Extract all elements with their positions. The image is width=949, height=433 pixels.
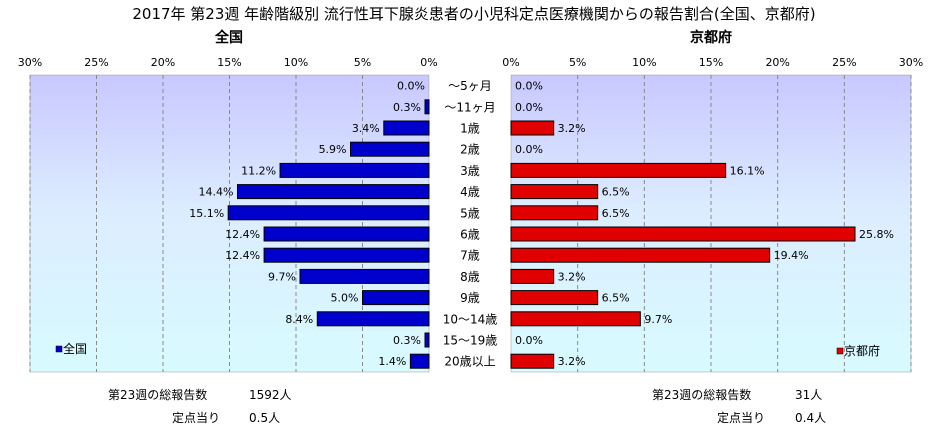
data-label-national: 9.7% — [268, 270, 296, 283]
bar-kyoto — [510, 226, 856, 242]
data-label-kyoto: 0.0% — [515, 334, 543, 347]
data-label-national: 0.3% — [393, 334, 421, 347]
data-label-national: 14.4% — [199, 186, 234, 199]
national-total-label: 第23週の総報告数 — [108, 388, 208, 402]
national-per-value: 0.5人 — [249, 411, 281, 425]
x-tick-label: 10% — [632, 56, 656, 69]
category-label: 15～19歳 — [443, 334, 498, 348]
data-label-national: 8.4% — [285, 313, 313, 326]
bar-national — [316, 311, 430, 327]
data-label-kyoto: 16.1% — [730, 164, 765, 177]
category-label: 5歳 — [460, 206, 480, 220]
category-label: 4歳 — [460, 185, 480, 199]
bar-national — [299, 268, 430, 284]
data-label-national: 5.9% — [319, 143, 347, 156]
legend-swatch-national — [55, 345, 63, 353]
data-label-national: 12.4% — [225, 249, 260, 262]
data-label-kyoto: 3.2% — [558, 355, 586, 368]
data-label-kyoto: 19.4% — [774, 249, 809, 262]
category-label: 6歳 — [460, 228, 480, 242]
x-tick-label: 15% — [699, 56, 723, 69]
category-label: 20歳以上 — [444, 355, 495, 369]
legend-label-kyoto: 京都府 — [844, 343, 880, 358]
data-label-kyoto: 9.7% — [644, 313, 672, 326]
data-label-national: 1.4% — [378, 355, 406, 368]
bar-national — [409, 353, 430, 369]
bar-national — [362, 290, 430, 306]
data-label-national: 0.0% — [397, 80, 425, 93]
x-tick-label: 0% — [420, 56, 437, 69]
bar-kyoto — [510, 247, 771, 263]
kyoto-per-label: 定点当り — [717, 411, 766, 425]
kyoto-per-value: 0.4人 — [795, 411, 827, 425]
national-per-label: 定点当り — [172, 411, 221, 425]
x-tick-label: 5% — [354, 56, 371, 69]
bar-national — [350, 141, 430, 157]
category-label: 8歳 — [460, 270, 480, 284]
x-tick-label: 25% — [84, 56, 108, 69]
data-label-kyoto: 25.8% — [859, 228, 894, 241]
x-tick-label: 25% — [832, 56, 856, 69]
bar-national — [236, 184, 430, 200]
bar-national — [227, 205, 430, 221]
bar-national — [263, 226, 430, 242]
bar-kyoto — [510, 311, 641, 327]
data-label-national: 3.4% — [352, 122, 380, 135]
data-label-kyoto: 0.0% — [515, 143, 543, 156]
category-label: 7歳 — [460, 249, 480, 263]
bar-kyoto — [510, 162, 727, 178]
legend-label-national: 全国 — [63, 341, 87, 356]
bar-national — [424, 99, 430, 115]
bar-national — [263, 247, 430, 263]
data-label-national: 15.1% — [189, 207, 224, 220]
data-label-national: 0.3% — [393, 101, 421, 114]
category-label: 9歳 — [460, 291, 480, 305]
category-label: 2歳 — [460, 143, 480, 157]
data-label-national: 11.2% — [241, 164, 276, 177]
bar-national — [279, 162, 430, 178]
bar-kyoto — [510, 268, 555, 284]
data-label-kyoto: 6.5% — [602, 292, 630, 305]
x-tick-label: 30% — [899, 56, 923, 69]
category-label: ～5ヶ月 — [448, 79, 492, 93]
kyoto-total-label: 第23週の総報告数 — [652, 388, 752, 402]
category-label: 3歳 — [460, 164, 480, 178]
data-label-national: 5.0% — [331, 292, 359, 305]
bar-kyoto — [510, 205, 599, 221]
bar-kyoto — [510, 184, 599, 200]
kyoto-total-value: 31人 — [795, 388, 823, 402]
bar-national — [383, 120, 430, 136]
data-label-kyoto: 3.2% — [558, 122, 586, 135]
category-label: ～11ヶ月 — [444, 100, 495, 114]
bar-national — [424, 332, 430, 348]
data-label-kyoto: 3.2% — [558, 270, 586, 283]
data-label-kyoto: 6.5% — [602, 186, 630, 199]
chart-title: 2017年 第23週 年齢階級別 流行性耳下腺炎患者の小児科定点医療機関からの報… — [132, 5, 815, 23]
data-label-kyoto: 0.0% — [515, 80, 543, 93]
x-tick-label: 5% — [569, 56, 586, 69]
legend-swatch-kyoto — [836, 347, 844, 355]
bar-kyoto — [510, 290, 599, 306]
x-tick-label: 20% — [765, 56, 789, 69]
x-tick-label: 30% — [18, 56, 42, 69]
panel-title-national: 全国 — [214, 29, 243, 46]
category-label: 1歳 — [460, 122, 480, 136]
national-total-value: 1592人 — [249, 388, 292, 402]
x-tick-label: 10% — [284, 56, 308, 69]
panel-title-kyoto: 京都府 — [690, 29, 732, 46]
data-label-kyoto: 6.5% — [602, 207, 630, 220]
bar-kyoto — [510, 120, 555, 136]
data-label-kyoto: 0.0% — [515, 101, 543, 114]
x-tick-label: 20% — [151, 56, 175, 69]
category-label: 10～14歳 — [443, 312, 498, 326]
x-tick-label: 15% — [217, 56, 241, 69]
bar-kyoto — [510, 353, 555, 369]
x-tick-label: 0% — [502, 56, 519, 69]
data-label-national: 12.4% — [225, 228, 260, 241]
